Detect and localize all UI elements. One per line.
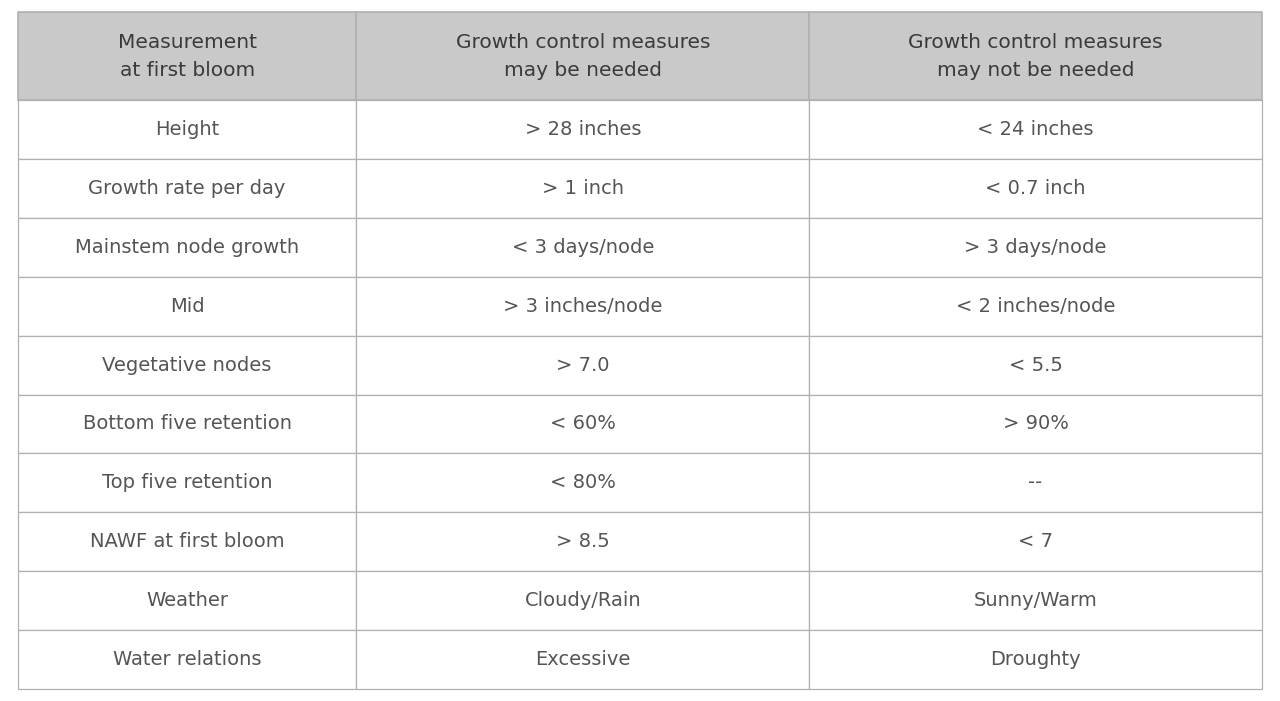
- Text: Measurement
at first bloom: Measurement at first bloom: [118, 32, 257, 79]
- Text: < 24 inches: < 24 inches: [978, 120, 1094, 139]
- Bar: [356, 512, 809, 571]
- Bar: [809, 277, 1262, 336]
- Bar: [18, 571, 356, 630]
- Bar: [18, 630, 356, 689]
- Bar: [356, 571, 809, 630]
- Text: Growth control measures
may not be needed: Growth control measures may not be neede…: [909, 32, 1162, 79]
- Text: Mid: Mid: [170, 297, 205, 315]
- Bar: [809, 336, 1262, 395]
- Text: Sunny/Warm: Sunny/Warm: [974, 591, 1097, 610]
- Text: > 90%: > 90%: [1002, 414, 1069, 433]
- Bar: [356, 454, 809, 512]
- Bar: [809, 12, 1262, 100]
- Text: Droughty: Droughty: [991, 650, 1080, 669]
- Bar: [356, 630, 809, 689]
- Bar: [18, 159, 356, 218]
- Text: > 28 inches: > 28 inches: [525, 120, 641, 139]
- Text: < 3 days/node: < 3 days/node: [512, 238, 654, 257]
- Bar: [356, 218, 809, 277]
- Text: Weather: Weather: [146, 591, 228, 610]
- Text: > 1 inch: > 1 inch: [541, 179, 623, 198]
- Bar: [809, 630, 1262, 689]
- Bar: [809, 454, 1262, 512]
- Bar: [18, 395, 356, 454]
- Bar: [18, 218, 356, 277]
- Bar: [356, 12, 809, 100]
- Text: Growth rate per day: Growth rate per day: [88, 179, 285, 198]
- Text: < 60%: < 60%: [550, 414, 616, 433]
- Text: Cloudy/Rain: Cloudy/Rain: [525, 591, 641, 610]
- Bar: [18, 100, 356, 159]
- Bar: [809, 159, 1262, 218]
- Text: --: --: [1028, 473, 1043, 492]
- Text: Top five retention: Top five retention: [102, 473, 273, 492]
- Text: Bottom five retention: Bottom five retention: [83, 414, 292, 433]
- Bar: [809, 512, 1262, 571]
- Bar: [356, 395, 809, 454]
- Text: < 0.7 inch: < 0.7 inch: [986, 179, 1085, 198]
- Bar: [809, 571, 1262, 630]
- Bar: [18, 12, 356, 100]
- Text: > 3 inches/node: > 3 inches/node: [503, 297, 663, 315]
- Bar: [809, 218, 1262, 277]
- Text: < 5.5: < 5.5: [1009, 355, 1062, 374]
- Bar: [18, 454, 356, 512]
- Text: Excessive: Excessive: [535, 650, 631, 669]
- Text: Growth control measures
may be needed: Growth control measures may be needed: [456, 32, 710, 79]
- Text: NAWF at first bloom: NAWF at first bloom: [90, 532, 284, 551]
- Text: < 7: < 7: [1018, 532, 1053, 551]
- Bar: [18, 277, 356, 336]
- Text: > 3 days/node: > 3 days/node: [964, 238, 1107, 257]
- Bar: [809, 100, 1262, 159]
- Bar: [18, 512, 356, 571]
- Text: > 8.5: > 8.5: [556, 532, 609, 551]
- Text: > 7.0: > 7.0: [556, 355, 609, 374]
- Text: Vegetative nodes: Vegetative nodes: [102, 355, 271, 374]
- Text: Water relations: Water relations: [113, 650, 261, 669]
- Text: Height: Height: [155, 120, 219, 139]
- Bar: [356, 159, 809, 218]
- Text: < 2 inches/node: < 2 inches/node: [956, 297, 1115, 315]
- Bar: [18, 336, 356, 395]
- Text: Mainstem node growth: Mainstem node growth: [76, 238, 300, 257]
- Bar: [356, 277, 809, 336]
- Bar: [356, 100, 809, 159]
- Bar: [356, 336, 809, 395]
- Text: < 80%: < 80%: [550, 473, 616, 492]
- Bar: [809, 395, 1262, 454]
